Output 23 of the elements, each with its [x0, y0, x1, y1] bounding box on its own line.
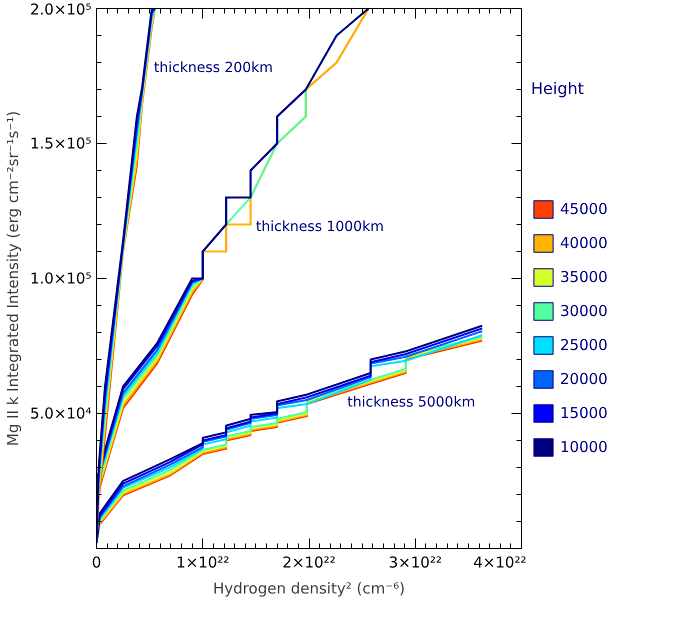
legend-label: 35000 — [560, 267, 608, 288]
y-tick-label: 5.0×10⁴ — [30, 404, 92, 422]
legend-label: 30000 — [560, 301, 608, 322]
x-axis-title: Hydrogen density² (cm⁻⁶) — [213, 580, 406, 598]
legend-title: Height — [531, 79, 585, 98]
annotation: thickness 200km — [154, 60, 273, 76]
legend-label: 45000 — [560, 199, 608, 220]
legend-label: 20000 — [560, 369, 608, 390]
annotation: thickness 5000km — [347, 394, 476, 411]
x-tick-label: 2×10²² — [282, 554, 336, 572]
legend-label: 40000 — [560, 233, 608, 254]
legend-label: 15000 — [560, 403, 608, 424]
x-tick-label: 3×10²² — [388, 554, 442, 572]
y-axis-title: Mg II k Integrated Intensity (erg cm⁻²sr⁻¹s⁻¹) — [4, 110, 22, 446]
y-tick-label: 2.0×10⁵ — [30, 0, 92, 18]
x-tick-label: 0 — [92, 554, 102, 572]
y-tick-label: 1.5×10⁵ — [30, 134, 92, 152]
y-tick-label: 1.0×10⁵ — [30, 270, 92, 288]
legend-label: 10000 — [560, 437, 608, 458]
annotation: thickness 1000km — [256, 219, 384, 236]
x-tick-label: 4×10²² — [473, 554, 527, 572]
x-tick-label: 1×10²² — [176, 554, 230, 572]
legend-label: 25000 — [560, 335, 608, 356]
